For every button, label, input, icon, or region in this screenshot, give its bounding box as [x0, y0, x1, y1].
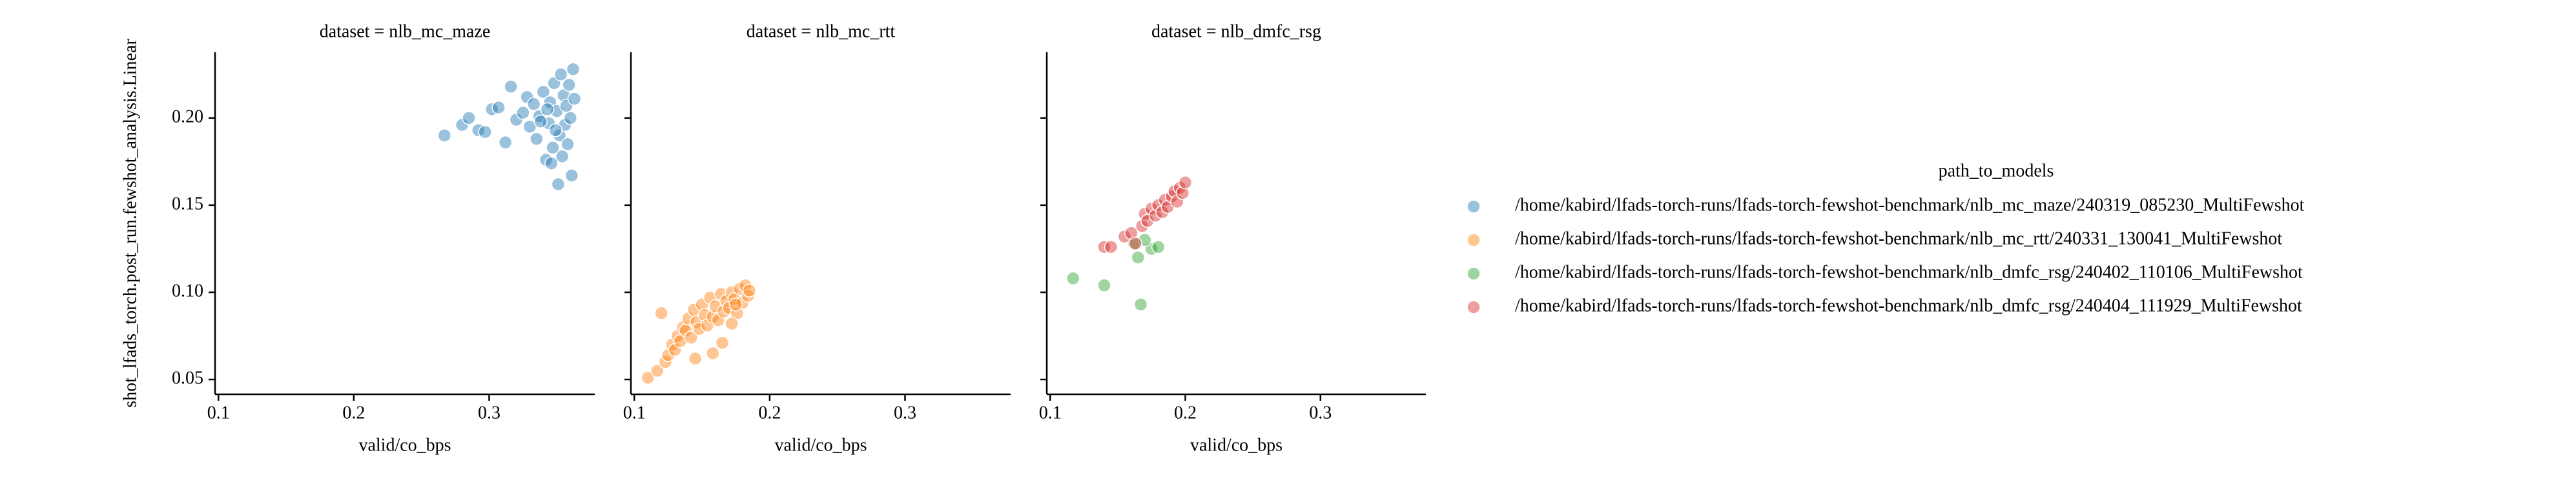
- point: [706, 346, 720, 361]
- point: [1117, 229, 1132, 244]
- point: [1124, 226, 1139, 240]
- y-tick-label: 0.10: [172, 281, 203, 301]
- point: [1131, 250, 1146, 265]
- legend-label: /home/kabird/lfads-torch-runs/lfads-torc…: [1515, 228, 2282, 248]
- x-axis-label: valid/co_bps: [774, 435, 867, 455]
- x-tick-label: 0.2: [758, 403, 781, 423]
- point: [551, 177, 566, 192]
- y-tick-label: 0.15: [172, 194, 203, 214]
- point: [526, 97, 541, 111]
- legend-marker: [1467, 300, 1481, 314]
- point: [462, 111, 476, 125]
- point: [1066, 271, 1080, 286]
- panel-title: dataset = nlb_dmfc_rsg: [1151, 21, 1321, 41]
- point: [697, 308, 712, 322]
- point: [711, 313, 725, 327]
- legend-label: /home/kabird/lfads-torch-runs/lfads-torc…: [1515, 296, 2302, 316]
- point: [668, 343, 682, 357]
- point: [564, 168, 579, 183]
- point: [563, 111, 578, 125]
- point: [530, 132, 544, 146]
- point: [1151, 239, 1166, 254]
- panel-title: dataset = nlb_mc_rtt: [747, 21, 896, 41]
- y-tick-label: 0.20: [172, 106, 203, 126]
- y-tick-label: 0.05: [172, 368, 203, 388]
- point: [715, 336, 730, 350]
- x-tick-label: 0.1: [1039, 403, 1062, 423]
- point: [546, 141, 560, 155]
- legend-marker: [1467, 233, 1481, 247]
- point: [654, 306, 668, 321]
- point: [1178, 176, 1193, 190]
- point: [742, 283, 757, 298]
- point: [741, 288, 756, 303]
- legend-label: /home/kabird/lfads-torch-runs/lfads-torc…: [1515, 262, 2303, 282]
- point: [504, 79, 518, 94]
- x-axis-label: valid/co_bps: [1190, 435, 1283, 455]
- legend-label: /home/kabird/lfads-torch-runs/lfads-torc…: [1515, 195, 2305, 215]
- point: [491, 100, 506, 115]
- point: [641, 370, 655, 385]
- y-axis-label: shot_lfads_torch.post_run.fewshot_analys…: [120, 39, 140, 408]
- point: [1104, 239, 1118, 254]
- point: [498, 135, 513, 150]
- point: [725, 316, 739, 331]
- point: [1148, 208, 1163, 223]
- point: [1170, 194, 1184, 209]
- point: [437, 128, 452, 143]
- point: [714, 287, 728, 301]
- point: [478, 125, 492, 139]
- point: [725, 285, 739, 299]
- point: [562, 77, 576, 92]
- point: [561, 137, 575, 152]
- point: [1158, 193, 1172, 207]
- point: [540, 102, 555, 117]
- x-tick-label: 0.1: [623, 403, 646, 423]
- x-axis-label: valid/co_bps: [358, 435, 451, 455]
- x-tick-label: 0.2: [342, 403, 365, 423]
- x-tick-label: 0.1: [207, 403, 230, 423]
- point: [553, 67, 568, 82]
- point: [1175, 186, 1190, 200]
- point: [722, 301, 736, 316]
- point: [567, 92, 582, 106]
- x-tick-label: 0.3: [478, 403, 500, 423]
- point: [1097, 278, 1111, 292]
- point: [555, 149, 570, 164]
- x-tick-label: 0.3: [1309, 403, 1332, 423]
- point: [692, 321, 706, 336]
- point: [688, 351, 703, 366]
- point: [1144, 201, 1159, 216]
- point: [544, 156, 559, 170]
- legend-title: path_to_models: [1939, 161, 2054, 181]
- point: [1128, 236, 1142, 251]
- point: [516, 105, 530, 120]
- point: [548, 123, 562, 137]
- point: [684, 330, 699, 345]
- point: [536, 85, 551, 99]
- point: [566, 62, 581, 76]
- point: [658, 355, 673, 369]
- x-tick-label: 0.2: [1174, 403, 1197, 423]
- legend-marker: [1467, 267, 1481, 281]
- point: [533, 114, 548, 128]
- point: [650, 363, 665, 378]
- point: [681, 311, 696, 326]
- legend-marker: [1467, 199, 1481, 214]
- panel-title: dataset = nlb_mc_maze: [320, 21, 491, 41]
- x-tick-label: 0.3: [894, 403, 916, 423]
- point: [1133, 297, 1148, 312]
- point: [703, 290, 717, 305]
- point: [728, 297, 743, 312]
- point: [1140, 214, 1155, 228]
